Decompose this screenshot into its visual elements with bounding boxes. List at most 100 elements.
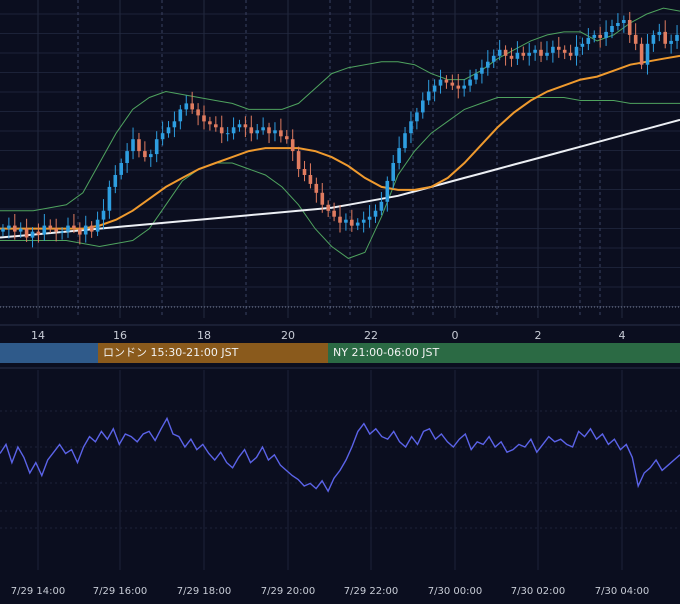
candle-up (486, 61, 490, 68)
candle-up (645, 43, 650, 65)
candle-up (30, 231, 35, 238)
candle-down (285, 136, 289, 140)
session-bar-tokyo (0, 343, 98, 363)
candle-up (497, 49, 502, 56)
oscillator-line (0, 416, 680, 493)
candle-down (350, 219, 354, 226)
candle-up (480, 67, 484, 74)
oscillator-x-tick-label: 7/30 04:00 (595, 586, 649, 597)
oscillator-x-tick-label: 7/30 02:00 (511, 586, 565, 597)
candle-up (551, 46, 555, 53)
candle-down (54, 228, 58, 232)
candle-up (178, 109, 183, 122)
candle-up (421, 100, 425, 113)
candle-up (107, 186, 112, 211)
candle-down (539, 49, 543, 56)
candle-up (184, 103, 189, 110)
price-x-tick-label: 4 (619, 329, 626, 342)
candle-up (149, 154, 153, 158)
candle-down (48, 225, 53, 229)
candle-up (355, 222, 360, 226)
candle-up (373, 210, 378, 217)
candles-group (1, 11, 679, 248)
moving-average-short-line (0, 54, 680, 230)
candle-up (154, 139, 159, 155)
oscillator-x-axis: 7/29 14:00 7/29 16:00 7/29 18:00 7/29 20:00… (11, 586, 649, 597)
candle-down (249, 127, 254, 134)
candle-up (83, 225, 88, 235)
candle-up (367, 216, 372, 220)
candle-down (89, 225, 94, 232)
candle-down (279, 130, 283, 137)
candle-down (456, 85, 461, 89)
candle-up (545, 52, 549, 56)
candle-down (78, 228, 82, 235)
candle-up (379, 201, 384, 211)
oscillator-x-tick-label: 7/30 00:00 (428, 586, 482, 597)
candle-down (444, 79, 449, 83)
bollinger-lower-line (0, 97, 680, 259)
oscillator-x-tick-label: 7/29 20:00 (261, 586, 315, 597)
candle-down (72, 225, 76, 229)
candle-down (243, 124, 248, 128)
candle-up (42, 225, 47, 235)
candle-up (113, 175, 118, 187)
candle-up (261, 127, 265, 131)
candle-up (574, 46, 579, 56)
price-x-axis: 14 16 18 20 22 0 2 4 (31, 329, 626, 342)
price-x-tick-label: 18 (197, 329, 211, 342)
candle-down (326, 204, 330, 211)
candle-down (450, 82, 455, 86)
candle-up (669, 40, 673, 44)
candle-down (633, 34, 638, 44)
session-bar-london (98, 343, 328, 363)
candle-down (639, 43, 644, 65)
candle-down (267, 127, 271, 134)
candle-up (273, 130, 277, 134)
candle-down (24, 228, 29, 238)
candle-up (101, 210, 106, 220)
candle-down (562, 49, 567, 53)
candle-up (468, 79, 472, 86)
candle-down (521, 52, 526, 56)
candle-up (610, 26, 614, 32)
candle-up (616, 23, 620, 26)
candle-up (361, 219, 366, 223)
candle-up (255, 130, 259, 134)
candle-up (438, 79, 443, 86)
candle-down (663, 31, 667, 44)
candle-down (503, 49, 508, 56)
candle-up (237, 124, 242, 128)
candle-up (131, 139, 135, 152)
candle-up (125, 151, 129, 163)
bollinger-upper-line (0, 7, 680, 212)
price-x-tick-label: 20 (281, 329, 295, 342)
candle-down (196, 109, 200, 116)
candle-down (627, 20, 632, 35)
candle-down (509, 55, 514, 59)
oscillator-grid (0, 370, 680, 570)
candle-up (397, 148, 401, 163)
session-bar-ny (328, 343, 680, 363)
session-label-ny: NY 21:00-06:00 JST (333, 346, 440, 359)
candle-up (1, 228, 5, 232)
oscillator-x-tick-label: 7/29 18:00 (177, 586, 231, 597)
candle-down (219, 127, 224, 134)
candle-down (308, 175, 313, 184)
candle-up (580, 43, 585, 47)
candle-up (426, 91, 431, 101)
candle-up (527, 52, 531, 56)
candle-up (592, 34, 597, 38)
candle-up (515, 52, 520, 59)
candle-up (95, 219, 100, 232)
session-label-tokyo (0, 343, 98, 363)
candle-down (13, 225, 17, 232)
oscillator-x-tick-label: 7/29 14:00 (11, 586, 65, 597)
price-x-tick-label: 16 (113, 329, 127, 342)
session-label-london: ロンドン 15:30-21:00 JST (103, 346, 239, 359)
candle-down (208, 121, 212, 125)
price-x-tick-label: 2 (535, 329, 542, 342)
oscillator-x-tick-label: 7/29 16:00 (93, 586, 147, 597)
